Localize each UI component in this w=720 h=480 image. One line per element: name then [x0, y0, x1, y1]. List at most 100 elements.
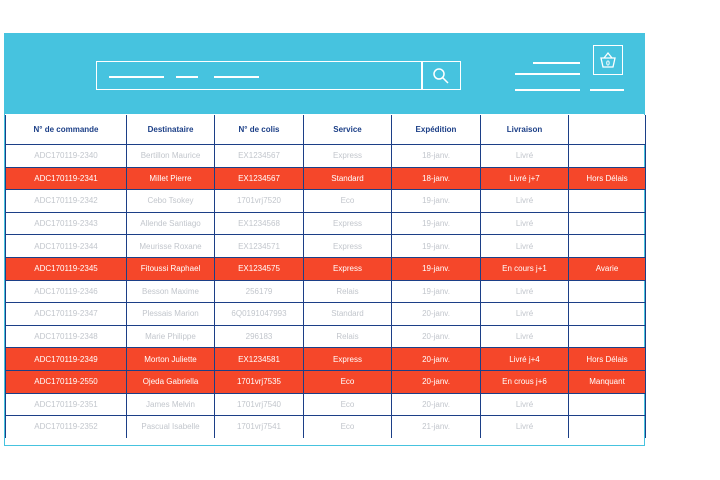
cart-button[interactable]: 0	[593, 45, 623, 75]
table-row[interactable]: ADC170119-2340 Bertillon Maurice EX1234567…	[5, 144, 646, 168]
delivery-cell: Livré	[480, 393, 569, 417]
service-cell: Express	[303, 257, 392, 281]
order-number-cell: ADC170119-2343	[5, 212, 127, 236]
service-cell: Relais	[303, 280, 392, 304]
order-number-cell: ADC170119-2347	[5, 302, 127, 326]
menu-line[interactable]	[590, 89, 624, 91]
search-icon	[433, 67, 449, 84]
table-row[interactable]: ADC170119-2348 Marie Philippe 296183 Relais…	[5, 325, 646, 349]
table-row[interactable]: ADC170119-2351 James Melvin 1701vrj7540 Eco…	[5, 393, 646, 417]
delivery-cell: Livré j+7	[480, 167, 569, 191]
order-number-cell: ADC170119-2341	[5, 167, 127, 191]
search-placeholder-line	[176, 76, 198, 78]
table-row-alert[interactable]: ADC170119-2341 Millet Pierre EX1234567 Stan…	[5, 167, 646, 191]
header-bar: 0	[5, 34, 644, 114]
app-window: 0 N° de commande Destinataire N° de colis S…	[4, 33, 646, 446]
cart-count: 0	[606, 61, 610, 68]
shipment-date-cell: 19-janv.	[391, 280, 481, 304]
status-cell	[568, 302, 646, 326]
delivery-header[interactable]: Livraison	[480, 115, 569, 145]
status-cell	[568, 415, 646, 438]
delivery-cell: Livré	[480, 234, 569, 258]
parcel-number-cell: 1701vrj7540	[214, 393, 304, 417]
delivery-cell: Livré	[480, 325, 569, 349]
table-row[interactable]: ADC170119-2343 Allende Santiago EX1234568 E…	[5, 212, 646, 236]
order-number-cell: ADC170119-2351	[5, 393, 127, 417]
recipient-cell: Bertillon Maurice	[126, 144, 215, 168]
status-cell	[568, 234, 646, 258]
order-number-header[interactable]: N° de commande	[5, 115, 127, 145]
recipient-cell: Fitoussi Raphael	[126, 257, 215, 281]
shipment-date-cell: 19-janv.	[391, 234, 481, 258]
parcel-number-cell: EX1234567	[214, 167, 304, 191]
order-number-cell: ADC170119-2346	[5, 280, 127, 304]
parcel-number-cell: 1701vrj7520	[214, 189, 304, 213]
table-row-alert[interactable]: ADC170119-2345 Fitoussi Raphael EX1234575 E…	[5, 257, 646, 281]
parcel-number-cell: EX1234581	[214, 347, 304, 371]
status-cell: Manquant	[568, 370, 646, 394]
table-row[interactable]: ADC170119-2346 Besson Maxime 256179 Relais 1…	[5, 280, 646, 304]
status-cell	[568, 280, 646, 304]
table-row[interactable]: ADC170119-2344 Meurisse Roxane EX1234571 Ex…	[5, 234, 646, 258]
status-cell: Avarie	[568, 257, 646, 281]
parcel-number-cell: 1701vrj7535	[214, 370, 304, 394]
table-row-alert[interactable]: ADC170119-2550 Ojeda Gabriella 1701vrj7535…	[5, 370, 646, 394]
order-number-cell: ADC170119-2345	[5, 257, 127, 281]
shopping-basket-icon: 0	[600, 51, 616, 68]
menu-line[interactable]	[515, 73, 580, 75]
table-row[interactable]: ADC170119-2352 Pascual Isabelle 1701vrj754…	[5, 415, 646, 438]
parcel-number-cell: 296183	[214, 325, 304, 349]
menu-line[interactable]	[533, 62, 580, 64]
recipient-cell: Morton Juliette	[126, 347, 215, 371]
status-cell: Hors Délais	[568, 167, 646, 191]
shipment-header[interactable]: Expédition	[391, 115, 481, 145]
table-row-alert[interactable]: ADC170119-2349 Morton Juliette EX1234581 Ex…	[5, 347, 646, 371]
delivery-cell: En crous j+6	[480, 370, 569, 394]
status-cell	[568, 144, 646, 168]
delivery-cell: Livré	[480, 189, 569, 213]
status-cell: Hors Délais	[568, 347, 646, 371]
shipment-date-cell: 18-janv.	[391, 144, 481, 168]
recipient-header[interactable]: Destinataire	[126, 115, 215, 145]
search-button[interactable]	[422, 62, 460, 89]
order-number-cell: ADC170119-2348	[5, 325, 127, 349]
service-cell: Express	[303, 234, 392, 258]
menu-line[interactable]	[515, 89, 580, 91]
delivery-cell: En cours j+1	[480, 257, 569, 281]
delivery-cell: Livré	[480, 280, 569, 304]
recipient-cell: Cebo Tsokey	[126, 189, 215, 213]
orders-table: N° de commande Destinataire N° de colis Ser…	[5, 115, 646, 438]
order-number-cell: ADC170119-2342	[5, 189, 127, 213]
shipment-date-cell: 20-janv.	[391, 370, 481, 394]
service-cell: Relais	[303, 325, 392, 349]
table-header-row: N° de commande Destinataire N° de colis Ser…	[5, 115, 646, 145]
parcel-number-header[interactable]: N° de colis	[214, 115, 304, 145]
service-cell: Express	[303, 212, 392, 236]
delivery-cell: Livré j+4	[480, 347, 569, 371]
order-number-cell: ADC170119-2550	[5, 370, 127, 394]
service-cell: Express	[303, 347, 392, 371]
shipment-date-cell: 20-janv.	[391, 347, 481, 371]
recipient-cell: Plessais Marion	[126, 302, 215, 326]
status-cell	[568, 393, 646, 417]
shipment-date-cell: 19-janv.	[391, 257, 481, 281]
search-placeholder-line	[109, 76, 164, 78]
service-header[interactable]: Service	[303, 115, 392, 145]
table-row[interactable]: ADC170119-2347 Plessais Marion 6Q019104799…	[5, 302, 646, 326]
recipient-cell: James Melvin	[126, 393, 215, 417]
order-number-cell: ADC170119-2340	[5, 144, 127, 168]
search-placeholder-line	[214, 76, 259, 78]
status-cell	[568, 189, 646, 213]
parcel-number-cell: EX1234568	[214, 212, 304, 236]
service-cell: Standard	[303, 302, 392, 326]
shipment-date-cell: 21-janv.	[391, 415, 481, 438]
search-box[interactable]	[96, 61, 461, 90]
status-header[interactable]	[568, 115, 646, 145]
delivery-cell: Livré	[480, 144, 569, 168]
recipient-cell: Marie Philippe	[126, 325, 215, 349]
order-number-cell: ADC170119-2349	[5, 347, 127, 371]
shipment-date-cell: 18-janv.	[391, 167, 481, 191]
table-row[interactable]: ADC170119-2342 Cebo Tsokey 1701vrj7520 Eco 1…	[5, 189, 646, 213]
delivery-cell: Livré	[480, 415, 569, 438]
shipment-date-cell: 20-janv.	[391, 393, 481, 417]
